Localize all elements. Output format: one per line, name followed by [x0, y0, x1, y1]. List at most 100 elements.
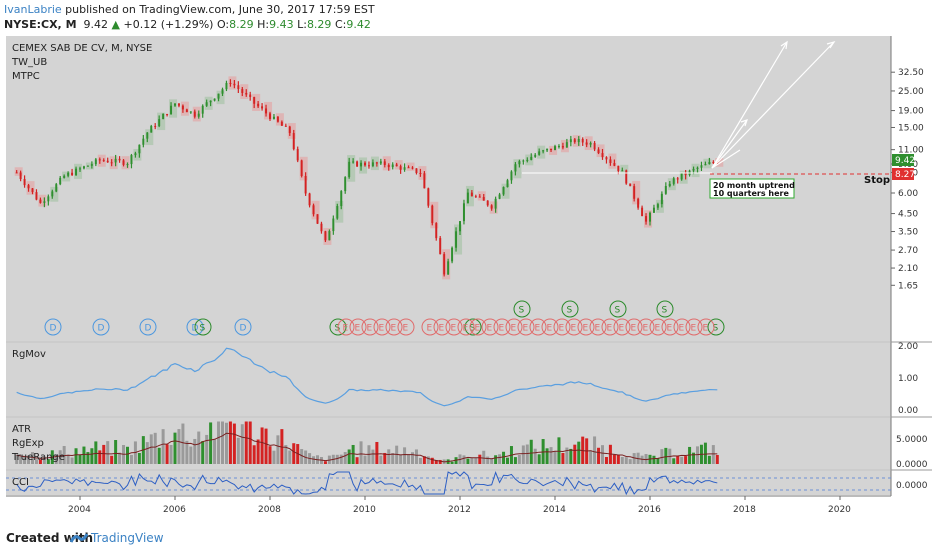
candle-body — [253, 97, 256, 104]
candle-body — [221, 89, 224, 94]
truerange-bar — [692, 452, 696, 464]
quarter-range-box — [97, 154, 106, 167]
quarter-range-box — [370, 156, 379, 171]
truerange-bar — [114, 440, 118, 464]
quarter-range-box — [501, 183, 510, 199]
candle-body — [122, 160, 125, 165]
stop-price-badge-text: 8.27 — [895, 170, 915, 180]
candle-body — [684, 173, 687, 176]
candle-body — [75, 168, 78, 175]
truerange-bar — [102, 444, 106, 464]
quarter-range-box — [252, 93, 261, 111]
rgexp-label[interactable]: RgExp — [12, 438, 44, 449]
truerange-bar — [573, 444, 577, 464]
truerange-bar — [244, 421, 248, 464]
quarter-range-box — [347, 155, 356, 182]
price-tick-label: 6.00 — [898, 189, 918, 199]
last-price-badge-text: 9.42 — [895, 156, 915, 166]
candle-body — [466, 192, 469, 204]
truerange-bar — [494, 455, 498, 464]
candle-body — [510, 171, 513, 181]
candle-body — [138, 144, 141, 154]
candle-body — [225, 82, 228, 90]
rgmov-label[interactable]: RgMov — [12, 349, 46, 360]
candle-body — [506, 180, 509, 188]
truerange-bar — [422, 456, 426, 464]
earnings-marker — [625, 318, 643, 336]
atr-label[interactable]: ATR — [12, 424, 31, 435]
truerange-bar — [339, 454, 343, 464]
candle-body — [462, 203, 465, 222]
truerange-bar — [577, 441, 581, 464]
truerange-bar — [137, 452, 141, 464]
earnings-marker-label: E — [703, 324, 709, 334]
candle-body — [633, 186, 636, 199]
earnings-marker-label: E — [535, 324, 541, 334]
earnings-marker — [601, 318, 619, 336]
truerange-label[interactable]: TrueRange — [11, 452, 65, 463]
candle-body — [435, 223, 438, 239]
truerange-bar — [347, 449, 351, 464]
truerange-bar — [403, 447, 407, 464]
truerange-bar — [470, 457, 474, 464]
truerange-bar — [149, 434, 153, 464]
truerange-bar — [399, 454, 403, 464]
candle-body — [193, 111, 196, 117]
study-mtpc[interactable]: MTPC — [12, 71, 40, 82]
quarter-range-box — [549, 145, 558, 155]
earnings-marker — [397, 318, 415, 336]
price-axis[interactable] — [891, 36, 932, 496]
rgmov-pane[interactable] — [6, 343, 891, 416]
candle-body — [162, 113, 165, 120]
truerange-bar — [280, 429, 284, 464]
truerange-bar — [529, 439, 533, 464]
truerange-bar — [616, 454, 620, 464]
tradingview-logo-icon[interactable] — [70, 532, 88, 544]
candle-body — [407, 167, 410, 169]
truerange-bar — [612, 454, 616, 464]
candle-body — [154, 126, 157, 128]
candle-body — [94, 159, 97, 165]
truerange-bar — [632, 453, 636, 464]
quarter-range-box — [537, 145, 546, 159]
truerange-bar — [284, 445, 288, 464]
chart-canvas[interactable]: D D D D DS S S SS S S SE E E E E E E E E E E E E E E E E E E E E E E E E E E… — [0, 0, 932, 526]
split-marker — [464, 318, 482, 336]
truerange-bar — [593, 436, 597, 464]
price-tick-label: 4.50 — [898, 210, 918, 220]
earnings-marker — [505, 318, 523, 336]
truerange-bar — [707, 455, 711, 464]
tradingview-brand[interactable]: TradingView — [91, 531, 164, 545]
candle-body — [383, 161, 386, 165]
study-tw-ub[interactable]: TW_UB — [11, 57, 47, 68]
candle-body — [704, 164, 707, 166]
truerange-bar — [498, 454, 502, 464]
truerange-bar — [300, 449, 304, 464]
truerange-bar — [537, 454, 541, 464]
truerange-bar — [94, 441, 98, 464]
quarter-range-box — [489, 201, 498, 214]
annotation-box[interactable]: 20 month uptrend 10 quarters here — [709, 178, 795, 199]
earnings-marker-label: E — [343, 324, 349, 334]
candle-body — [379, 161, 382, 164]
truerange-bar — [407, 454, 411, 464]
quarter-range-box — [121, 156, 130, 170]
candle-body — [300, 160, 303, 176]
truerange-bar — [379, 455, 383, 464]
candle-body — [494, 198, 497, 209]
projection-arrows — [711, 40, 836, 169]
quarter-range-box — [85, 162, 94, 170]
cci-tick-label: 0.0000 — [896, 481, 928, 491]
rgmov-tick-label: 2.00 — [898, 342, 918, 352]
quarter-range-box — [323, 228, 332, 245]
earnings-marker-label: E — [391, 324, 397, 334]
quarter-range-box — [406, 162, 415, 171]
earnings-marker — [565, 318, 583, 336]
truerange-bar — [82, 446, 86, 464]
candle-body — [680, 173, 683, 180]
author-name[interactable]: IvanLabrie — [4, 3, 62, 16]
split-marker-label: S — [470, 324, 476, 334]
published-text: published on TradingView.com, June 30, 2… — [65, 3, 375, 16]
truerange-bar — [145, 442, 149, 464]
cci-label[interactable]: CCI — [12, 477, 29, 488]
